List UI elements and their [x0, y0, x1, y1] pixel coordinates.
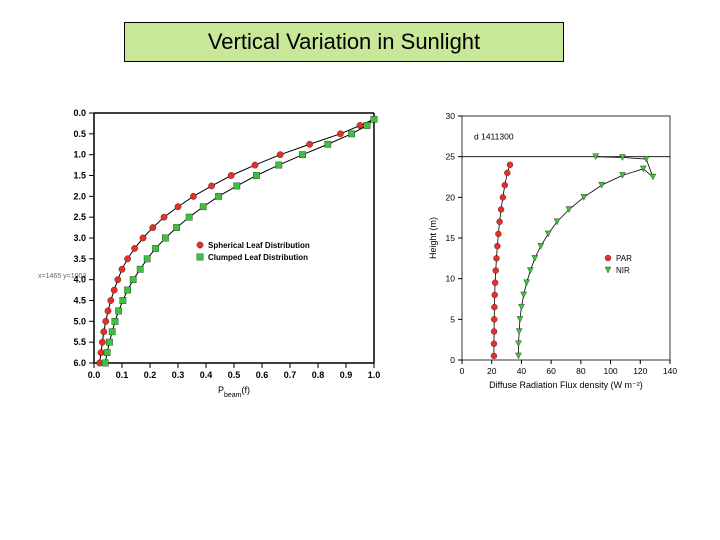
- svg-text:2.0: 2.0: [73, 191, 86, 201]
- svg-text:0.0: 0.0: [73, 108, 86, 118]
- svg-text:20: 20: [487, 366, 497, 376]
- svg-text:0.6: 0.6: [256, 370, 269, 380]
- svg-text:40: 40: [517, 366, 527, 376]
- svg-text:0.3: 0.3: [172, 370, 185, 380]
- title-box: Vertical Variation in Sunlight: [124, 22, 564, 62]
- svg-text:120: 120: [633, 366, 647, 376]
- svg-text:Height (m): Height (m): [428, 217, 438, 259]
- svg-text:6.0: 6.0: [73, 358, 86, 368]
- left-chart: 0.0 0.1 0.2 0.3 0.4 0.5 0.6 0.7 0.8 0.9 1.0 Pbeam(f…: [50, 105, 384, 415]
- svg-text:0.5: 0.5: [228, 370, 241, 380]
- svg-text:1.5: 1.5: [73, 171, 86, 181]
- svg-text:NIR: NIR: [616, 266, 630, 275]
- svg-text:20: 20: [446, 192, 456, 202]
- svg-text:0.9: 0.9: [340, 370, 353, 380]
- svg-text:0.4: 0.4: [200, 370, 213, 380]
- svg-text:140: 140: [663, 366, 677, 376]
- svg-text:0.1: 0.1: [116, 370, 129, 380]
- svg-text:4.5: 4.5: [73, 296, 86, 306]
- svg-text:Spherical Leaf Distribution: Spherical Leaf Distribution: [208, 241, 310, 250]
- svg-text:3.5: 3.5: [73, 254, 86, 264]
- svg-text:5: 5: [450, 314, 455, 324]
- svg-text:Clumped Leaf Distribution: Clumped Leaf Distribution: [208, 253, 308, 262]
- page-title: Vertical Variation in Sunlight: [125, 23, 563, 61]
- svg-text:Pbeam(f): Pbeam(f): [218, 385, 250, 399]
- svg-text:0.5: 0.5: [73, 129, 86, 139]
- svg-text:5.0: 5.0: [73, 316, 86, 326]
- svg-text:0: 0: [450, 355, 455, 365]
- svg-text:15: 15: [446, 233, 456, 243]
- svg-text:4.0: 4.0: [73, 275, 86, 285]
- svg-text:80: 80: [576, 366, 586, 376]
- svg-text:5.5: 5.5: [73, 337, 86, 347]
- svg-text:1.0: 1.0: [368, 370, 381, 380]
- svg-text:100: 100: [603, 366, 617, 376]
- svg-text:PAR: PAR: [616, 254, 632, 263]
- svg-text:30: 30: [446, 111, 456, 121]
- svg-text:0.2: 0.2: [144, 370, 157, 380]
- svg-text:0.7: 0.7: [284, 370, 297, 380]
- svg-text:Diffuse Radiation Flux density: Diffuse Radiation Flux density (W m⁻²): [489, 380, 643, 390]
- svg-text:1.0: 1.0: [73, 150, 86, 160]
- right-chart: d 1411300020406080100120140Diffuse Radia…: [422, 108, 692, 396]
- svg-text:d 1411300: d 1411300: [474, 131, 514, 141]
- svg-text:0.8: 0.8: [312, 370, 325, 380]
- svg-text:0: 0: [460, 366, 465, 376]
- svg-text:60: 60: [546, 366, 556, 376]
- svg-text:2.5: 2.5: [73, 212, 86, 222]
- svg-text:3.0: 3.0: [73, 233, 86, 243]
- svg-text:25: 25: [446, 152, 456, 162]
- svg-text:10: 10: [446, 274, 456, 284]
- svg-text:0.0: 0.0: [88, 370, 101, 380]
